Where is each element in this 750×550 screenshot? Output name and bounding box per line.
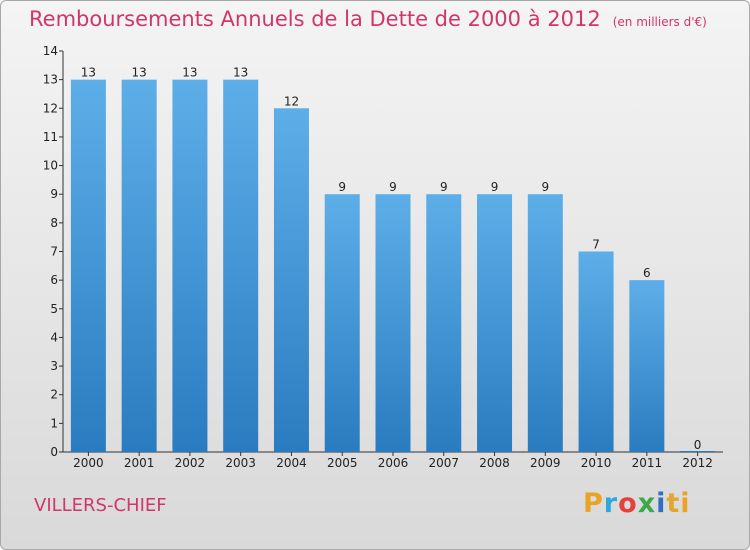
y-tick-label: 0 xyxy=(50,445,58,459)
bar xyxy=(477,194,513,452)
proxiti-logo: Proxiti xyxy=(583,488,691,519)
x-tick-label: 2004 xyxy=(276,456,307,470)
bar xyxy=(527,194,563,452)
y-tick-label: 13 xyxy=(43,73,58,87)
x-tick-label: 2006 xyxy=(378,456,409,470)
bar xyxy=(70,79,106,453)
data-label: 13 xyxy=(81,66,96,80)
x-tick-label: 2000 xyxy=(73,456,104,470)
x-tick-label: 2009 xyxy=(530,456,561,470)
y-tick-label: 3 xyxy=(50,359,58,373)
y-tick-label: 1 xyxy=(50,416,58,430)
y-tick-label: 8 xyxy=(50,216,58,230)
unit-note: (en milliers d'€) xyxy=(612,15,707,29)
data-label: 13 xyxy=(182,66,197,80)
bar xyxy=(375,194,411,452)
x-tick-label: 2001 xyxy=(124,456,155,470)
y-tick-label: 14 xyxy=(43,44,58,58)
bar xyxy=(578,251,614,452)
x-tick-label: 2011 xyxy=(632,456,663,470)
x-tick-label: 2012 xyxy=(682,456,713,470)
bar xyxy=(223,79,259,453)
data-label: 9 xyxy=(491,180,499,194)
data-label: 13 xyxy=(233,66,248,80)
y-tick-label: 10 xyxy=(43,159,58,173)
title-text: Remboursements Annuels de la Dette de 20… xyxy=(29,7,601,31)
y-tick-label: 6 xyxy=(50,273,58,287)
bar xyxy=(629,280,665,452)
x-tick-label: 2003 xyxy=(225,456,256,470)
y-tick-label: 2 xyxy=(50,388,58,402)
bar xyxy=(324,194,360,452)
bar xyxy=(426,194,462,452)
data-label: 9 xyxy=(440,180,448,194)
data-label: 6 xyxy=(643,266,651,280)
commune-name: VILLERS-CHIEF xyxy=(34,495,167,516)
x-tick-label: 2008 xyxy=(479,456,510,470)
x-tick-label: 2002 xyxy=(175,456,206,470)
x-tick-label: 2005 xyxy=(327,456,358,470)
data-label: 13 xyxy=(132,66,147,80)
bar xyxy=(680,451,716,452)
data-label: 7 xyxy=(592,238,600,252)
x-tick-label: 2010 xyxy=(581,456,612,470)
chart-title: Remboursements Annuels de la Dette de 20… xyxy=(29,7,707,31)
data-label: 0 xyxy=(694,438,702,452)
y-tick-label: 7 xyxy=(50,245,58,259)
data-label: 9 xyxy=(338,180,346,194)
y-tick-label: 11 xyxy=(43,130,58,144)
bar xyxy=(273,108,309,453)
y-tick-label: 4 xyxy=(50,330,58,344)
bar xyxy=(172,79,208,453)
data-label: 12 xyxy=(284,94,299,108)
data-label: 9 xyxy=(541,180,549,194)
data-label: 9 xyxy=(389,180,397,194)
y-tick-label: 5 xyxy=(50,302,58,316)
bar xyxy=(121,79,157,453)
y-tick-label: 12 xyxy=(43,101,58,115)
y-tick-label: 9 xyxy=(50,187,58,201)
x-tick-label: 2007 xyxy=(428,456,459,470)
